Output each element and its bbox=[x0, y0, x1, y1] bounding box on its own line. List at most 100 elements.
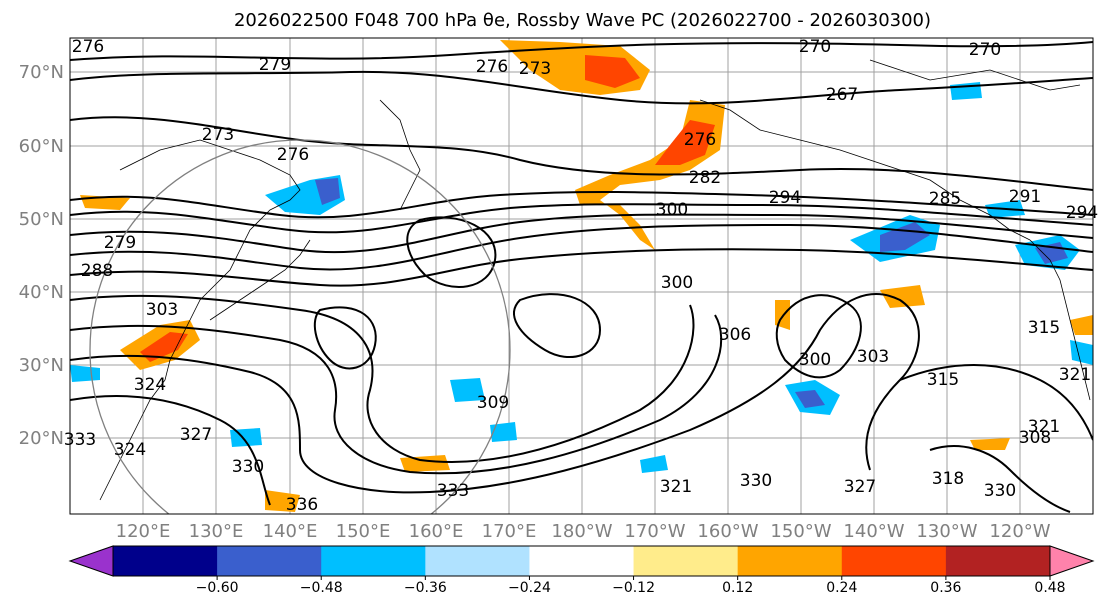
colorbar-tick-label: −0.12 bbox=[612, 580, 655, 596]
positive-anomaly-patch bbox=[1070, 315, 1093, 335]
contour-label: 276 bbox=[277, 145, 309, 165]
latitude-tick-label: 70°N bbox=[19, 62, 64, 83]
colorbar-tick-label: −0.24 bbox=[508, 580, 551, 596]
contour-label: 267 bbox=[826, 85, 858, 105]
longitude-tick-label: 170°W bbox=[624, 521, 685, 542]
positive-anomaly-core bbox=[655, 120, 715, 165]
contour-label: 270 bbox=[799, 37, 831, 57]
positive-anomaly-patch bbox=[880, 285, 925, 308]
longitude-tick-label: 180°W bbox=[551, 521, 612, 542]
coastline-arctic bbox=[869, 59, 1081, 91]
colorbar-band bbox=[217, 546, 322, 576]
contour-label: 276 bbox=[72, 37, 104, 57]
colorbar-tick-label: 0.12 bbox=[722, 580, 753, 596]
latitude-tick-label: 50°N bbox=[19, 209, 64, 230]
contour-label: 330 bbox=[740, 471, 772, 491]
contour-line bbox=[70, 116, 1093, 191]
contour-label: 330 bbox=[984, 481, 1016, 501]
positive-anomaly-patch bbox=[400, 455, 450, 472]
contour-label: 300 bbox=[799, 350, 831, 370]
negative-anomaly-patch bbox=[70, 365, 100, 382]
chart-title: 2026022500 F048 700 hPa θe, Rossby Wave … bbox=[233, 10, 932, 31]
latitude-tick-label: 30°N bbox=[19, 355, 64, 376]
contour-label: 321 bbox=[1028, 417, 1060, 437]
contour-line bbox=[513, 293, 602, 359]
contour-line bbox=[70, 213, 1093, 254]
contour-label: 273 bbox=[519, 59, 551, 79]
contour-label: 321 bbox=[1059, 365, 1091, 385]
positive-anomaly-core bbox=[140, 332, 188, 362]
longitude-tick-label: 160°E bbox=[409, 521, 464, 542]
latitude-tick-label: 60°N bbox=[19, 136, 64, 157]
contour-label: 306 bbox=[719, 325, 751, 345]
colorbar-band bbox=[945, 546, 1051, 576]
colorbar-tick-label: 0.48 bbox=[1034, 580, 1065, 596]
longitude-tick-label: 140°W bbox=[843, 521, 904, 542]
colorbar-band bbox=[737, 546, 843, 576]
contour-line bbox=[70, 190, 1093, 219]
colorbar-band bbox=[841, 546, 947, 576]
colorbar-band bbox=[633, 546, 739, 576]
contour-label: 300 bbox=[656, 200, 688, 220]
colorbar-tick-label: 0.36 bbox=[930, 580, 961, 596]
contour-line bbox=[70, 223, 1093, 271]
negative-anomaly-patch bbox=[1070, 340, 1093, 365]
contour-label: 291 bbox=[1009, 187, 1041, 207]
contour-label: 303 bbox=[146, 300, 178, 320]
longitude-axis: 120°E 130°E 140°E 150°E 160°E 170°E 180°W 170°W… bbox=[116, 521, 1051, 542]
contour-label: 309 bbox=[477, 393, 509, 413]
negative-anomaly-patch bbox=[450, 378, 485, 402]
contour-label: 276 bbox=[684, 130, 716, 150]
contour-label: 324 bbox=[114, 440, 146, 460]
coastline-asia bbox=[99, 139, 301, 501]
positive-anomaly-core bbox=[585, 55, 640, 88]
contour-label: 333 bbox=[64, 430, 96, 450]
contour-line bbox=[775, 294, 862, 379]
contour-label: 279 bbox=[259, 55, 291, 75]
contour-label: 270 bbox=[969, 40, 1001, 60]
reference-circle bbox=[89, 139, 511, 514]
contour-line bbox=[70, 41, 1093, 61]
colorbar-band bbox=[113, 546, 218, 576]
map-content bbox=[70, 38, 1093, 514]
contour-line bbox=[313, 306, 377, 370]
contour-label: 279 bbox=[104, 233, 136, 253]
longitude-tick-label: 130°W bbox=[916, 521, 977, 542]
contour-label: 282 bbox=[689, 168, 721, 188]
contour-label: 336 bbox=[286, 495, 318, 515]
contour-line bbox=[70, 70, 1093, 105]
longitude-tick-label: 140°E bbox=[263, 521, 318, 542]
contour-line bbox=[70, 203, 1093, 234]
colorbar-outline bbox=[112, 545, 1051, 577]
colorbar-ticks: −0.60 −0.48 −0.36 −0.24 −0.12 0.12 0.24 0.36 0.4… bbox=[196, 576, 1066, 596]
contour-label: 318 bbox=[932, 469, 964, 489]
colorbar-tick-label: −0.60 bbox=[196, 580, 239, 596]
contour-line bbox=[899, 364, 1093, 441]
contour-label: 308 bbox=[1019, 428, 1051, 448]
longitude-tick-label: 160°W bbox=[697, 521, 758, 542]
longitude-tick-label: 150°E bbox=[336, 521, 391, 542]
contour-label: 315 bbox=[927, 370, 959, 390]
negative-anomaly-core bbox=[315, 178, 340, 205]
contour-line bbox=[70, 294, 695, 463]
contour-line bbox=[70, 248, 1093, 287]
colorbar-extend-high bbox=[1049, 545, 1095, 577]
contour-line bbox=[70, 395, 271, 506]
longitude-tick-label: 120°W bbox=[989, 521, 1050, 542]
contour-label: 333 bbox=[437, 481, 469, 501]
colorbar bbox=[68, 545, 1095, 577]
contour-label: 327 bbox=[844, 477, 876, 497]
contour-label: 273 bbox=[202, 125, 234, 145]
contour-label: 315 bbox=[1028, 318, 1060, 338]
contour-label: 285 bbox=[929, 189, 961, 209]
contour-labels: 276 279 273 276 270 270 276 267 273 276 282 294 300 2… bbox=[64, 37, 1098, 515]
contour-label: 330 bbox=[232, 457, 264, 477]
contour-label: 321 bbox=[660, 477, 692, 497]
contour-label: 300 bbox=[661, 273, 693, 293]
theta-e-contours bbox=[70, 41, 1093, 513]
colorbar-tick-label: 0.24 bbox=[826, 580, 857, 596]
colorbar-tick-label: −0.48 bbox=[300, 580, 343, 596]
contour-label: 294 bbox=[1066, 203, 1098, 223]
negative-anomaly-core bbox=[880, 222, 930, 252]
colorbar-band bbox=[425, 546, 530, 576]
